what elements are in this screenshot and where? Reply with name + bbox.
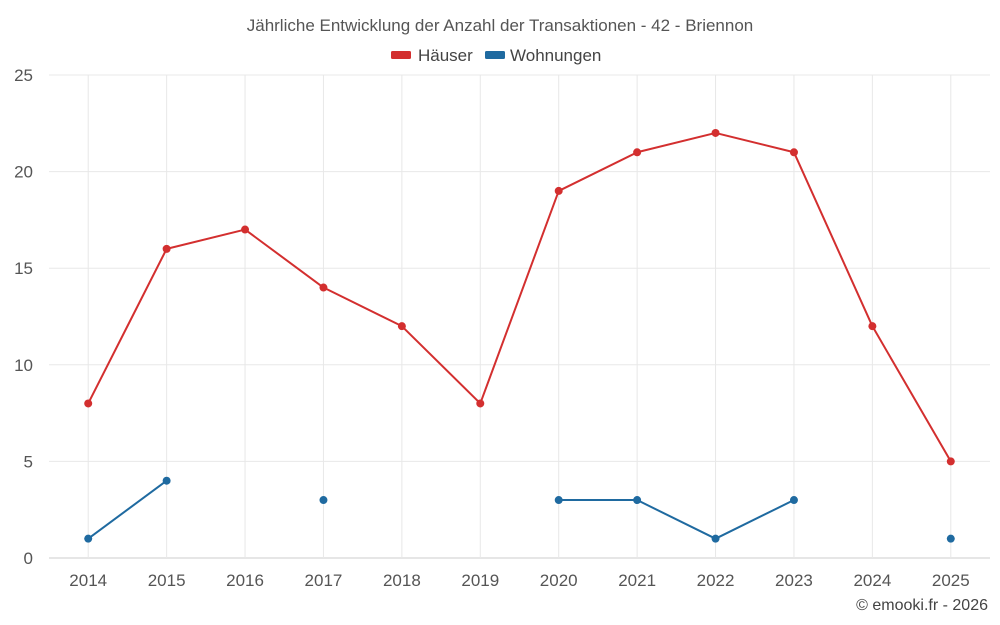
data-point: [397, 322, 406, 331]
legend-label: Wohnungen: [510, 46, 601, 65]
data-point: [633, 496, 642, 505]
x-tick-label: 2025: [932, 571, 970, 590]
y-tick-label: 10: [14, 356, 33, 375]
series-line: [558, 499, 795, 540]
credit-text: © emooki.fr - 2026: [856, 597, 988, 614]
data-point: [84, 399, 93, 408]
y-axis: 0 5 10 15 20 25: [14, 66, 33, 568]
data-point: [946, 534, 955, 543]
series-line: [87, 479, 168, 540]
y-tick-label: 5: [24, 452, 33, 471]
data-point: [789, 148, 798, 157]
x-tick-label: 2024: [853, 571, 891, 590]
x-tick-label: 2016: [226, 571, 264, 590]
x-tick-label: 2019: [461, 571, 499, 590]
grid: [49, 74, 990, 559]
data-point: [84, 534, 93, 543]
data-point: [946, 457, 955, 466]
x-tick-label: 2018: [383, 571, 421, 590]
data-point: [241, 225, 250, 234]
series-layer: [84, 128, 955, 543]
x-tick-label: 2017: [305, 571, 343, 590]
series-2: [84, 476, 955, 543]
data-point: [868, 322, 877, 331]
data-point: [162, 476, 171, 485]
data-point: [554, 496, 563, 505]
legend-label: Häuser: [418, 46, 473, 65]
legend-swatch: [391, 51, 411, 59]
series-1: [84, 128, 955, 466]
data-point: [319, 283, 328, 292]
x-axis: 2014 2015 2016 2017 2018 2019 2020 2021 2022 2023…: [69, 571, 969, 590]
x-tick-label: 2021: [618, 571, 656, 590]
x-tick-label: 2023: [775, 571, 813, 590]
chart-title: Jährliche Entwicklung der Anzahl der Tra…: [247, 16, 754, 35]
x-tick-label: 2022: [697, 571, 735, 590]
y-tick-label: 25: [14, 66, 33, 85]
data-point: [162, 244, 171, 253]
x-tick-label: 2020: [540, 571, 578, 590]
data-point: [711, 128, 720, 137]
data-point: [633, 148, 642, 157]
data-point: [319, 496, 328, 505]
data-point: [476, 399, 485, 408]
y-tick-label: 20: [14, 163, 33, 182]
y-tick-label: 0: [24, 549, 33, 568]
legend: Häuser Wohnungen: [391, 46, 601, 65]
series-line: [87, 131, 952, 462]
y-tick-label: 15: [14, 259, 33, 278]
x-tick-label: 2014: [69, 571, 107, 590]
data-point: [789, 496, 798, 505]
legend-swatch: [485, 51, 505, 59]
data-point: [554, 186, 563, 195]
data-point: [711, 534, 720, 543]
x-tick-label: 2015: [148, 571, 186, 590]
